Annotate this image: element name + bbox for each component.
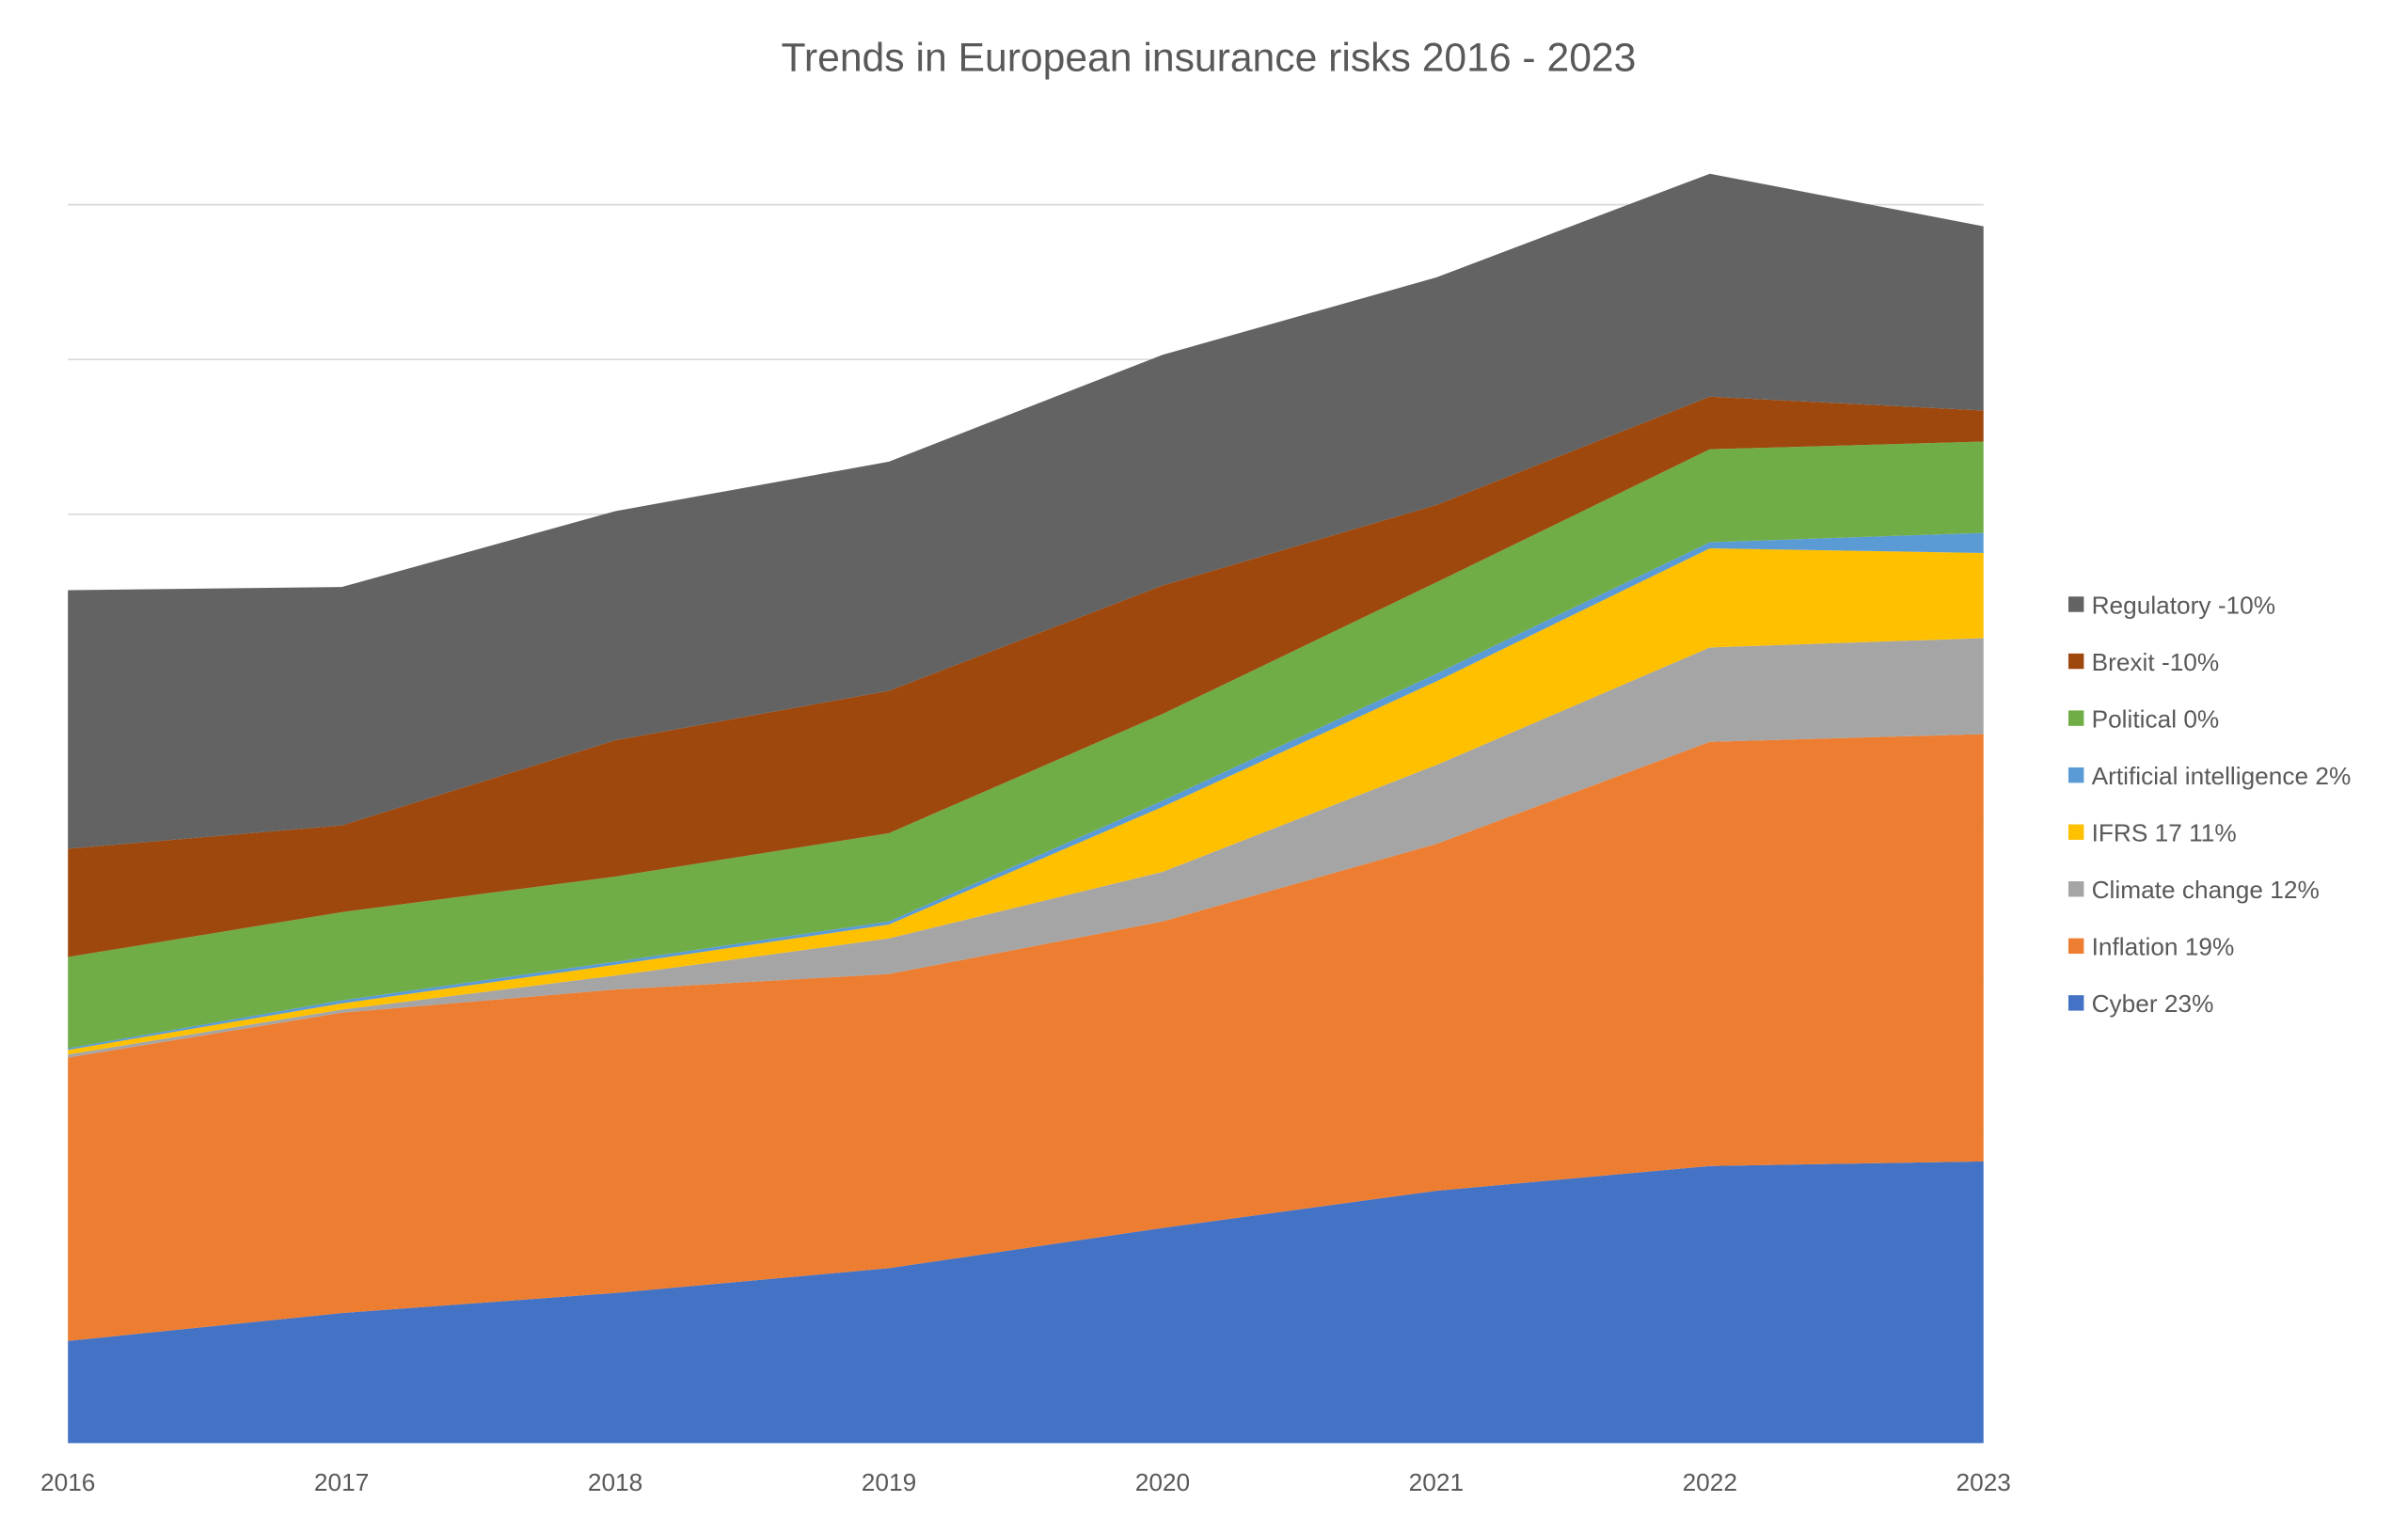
- legend-item: Climate change 12%: [2067, 876, 2320, 904]
- x-axis-ticks: 2016 2017 2018 2019 2020 2021 2022 2023: [40, 1468, 2011, 1496]
- legend-swatch: [2067, 938, 2084, 955]
- x-tick-label: 2022: [1683, 1468, 1737, 1496]
- legend-label: Climate change 12%: [2092, 876, 2320, 904]
- area-climate: [68, 638, 1984, 1058]
- legend-swatch: [2067, 653, 2084, 670]
- legend-label: IFRS 17 11%: [2092, 819, 2237, 847]
- legend-item: Inflation 19%: [2067, 933, 2235, 961]
- x-tick-label: 2018: [588, 1468, 642, 1496]
- area-ifrs: [68, 548, 1984, 1055]
- legend-swatch: [2067, 596, 2084, 612]
- legend-swatch: [2067, 767, 2084, 783]
- area-regulatory: [68, 173, 1984, 849]
- x-tick-label: 2016: [40, 1468, 95, 1496]
- legend-swatch: [2067, 824, 2084, 840]
- legend-item: Artificial intelligence 2%: [2067, 762, 2352, 790]
- legend-label: Artificial intelligence 2%: [2092, 762, 2352, 790]
- x-tick-label: 2021: [1409, 1468, 1464, 1496]
- legend-swatch: [2067, 995, 2084, 1011]
- legend-item: Regulatory -10%: [2067, 591, 2276, 619]
- x-tick-label: 2023: [1956, 1468, 2011, 1496]
- legend-label: Brexit -10%: [2092, 648, 2220, 676]
- areas: [68, 173, 1984, 1444]
- legend-label: Inflation 19%: [2092, 933, 2235, 961]
- x-tick-label: 2017: [314, 1468, 369, 1496]
- area-cyber: [68, 1161, 1984, 1444]
- x-tick-label: 2019: [862, 1468, 916, 1496]
- x-tick-label: 2020: [1135, 1468, 1190, 1496]
- area-political: [68, 441, 1984, 1049]
- area-inflation: [68, 734, 1984, 1341]
- legend-item: IFRS 17 11%: [2067, 819, 2237, 847]
- chart-title: Trends in European insurance risks 2016 …: [781, 36, 1636, 81]
- legend-label: Political 0%: [2092, 704, 2220, 733]
- legend-item: Brexit -10%: [2067, 648, 2220, 676]
- legend-swatch: [2067, 710, 2084, 726]
- legend-label: Cyber 23%: [2092, 989, 2214, 1018]
- legend-item: Political 0%: [2067, 704, 2220, 733]
- area-brexit: [68, 396, 1984, 957]
- legend: Regulatory -10% Brexit -10% Political 0% Ar…: [2067, 591, 2352, 1018]
- legend-label: Regulatory -10%: [2092, 591, 2276, 619]
- legend-swatch: [2067, 881, 2084, 897]
- legend-item: Cyber 23%: [2067, 989, 2214, 1018]
